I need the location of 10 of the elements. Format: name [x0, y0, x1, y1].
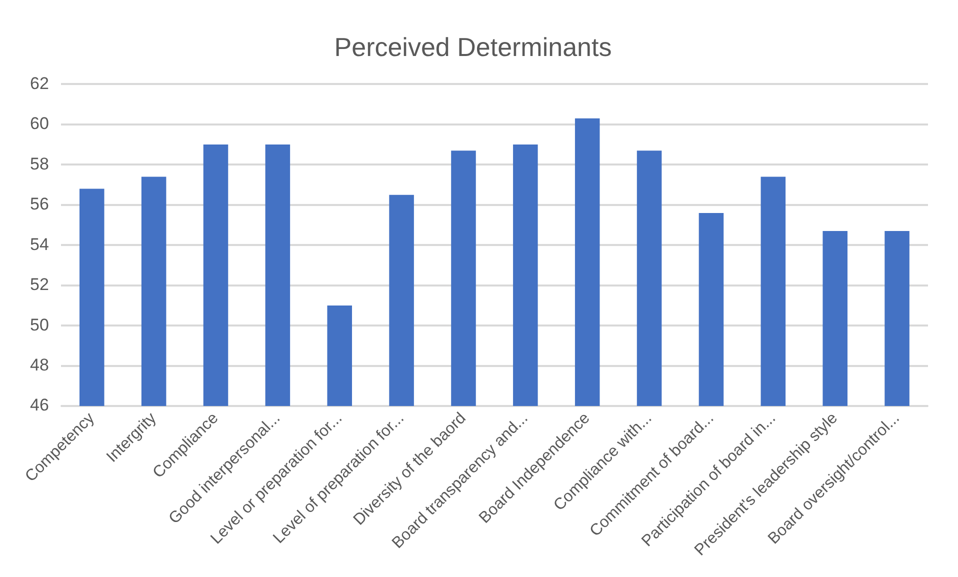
y-tick-label: 48 — [30, 356, 49, 375]
y-tick-label: 46 — [30, 396, 49, 415]
y-tick-label: 54 — [30, 234, 49, 254]
chart-title: Perceived Determinants — [334, 32, 612, 62]
y-tick-label: 60 — [30, 114, 49, 134]
y-tick-label: 56 — [30, 194, 49, 214]
y-tick-label: 62 — [30, 74, 49, 93]
y-tick-label: 58 — [30, 154, 49, 174]
y-tick-label: 52 — [30, 275, 49, 294]
y-tick-label: 50 — [30, 315, 49, 334]
